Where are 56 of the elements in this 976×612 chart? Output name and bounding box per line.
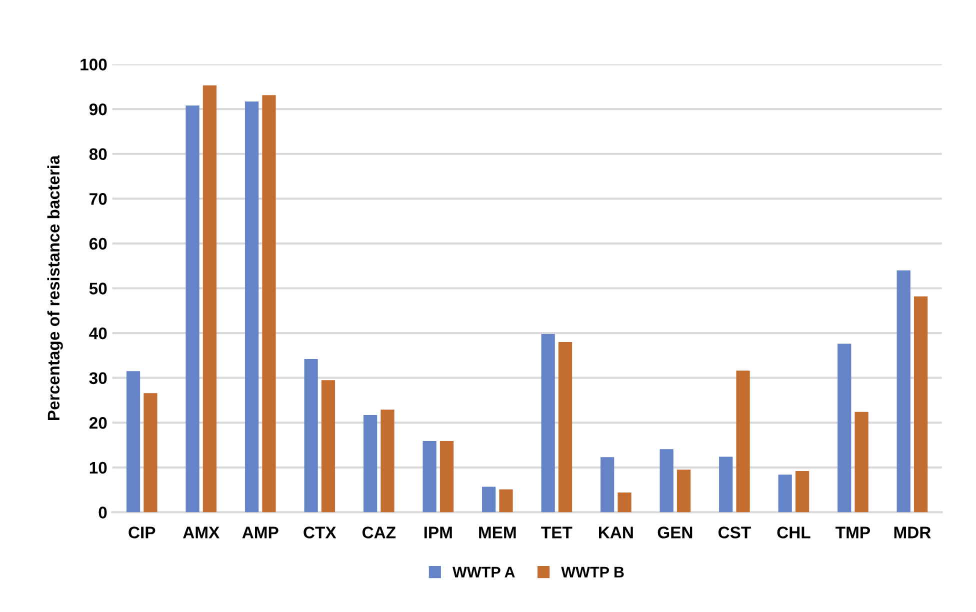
- bar: [795, 471, 810, 512]
- bar: [126, 371, 140, 512]
- bar: [676, 470, 691, 512]
- x-tick-label: TET: [541, 526, 572, 538]
- bar: [244, 101, 259, 512]
- y-tick-label: 100: [80, 58, 107, 70]
- x-tick-label: CHL: [777, 526, 810, 538]
- x-tick-label: AMP: [242, 526, 278, 538]
- bar: [541, 334, 555, 512]
- y-tick-label: 20: [89, 417, 107, 429]
- bar: [304, 359, 318, 512]
- y-tick-label: 90: [89, 103, 107, 116]
- bar: [914, 296, 928, 512]
- x-tick-label: MDR: [894, 526, 931, 538]
- bar: [202, 85, 217, 512]
- bar: [896, 270, 910, 512]
- bar: [600, 457, 614, 512]
- x-tick-label: CTX: [304, 526, 336, 538]
- y-tick-label: 60: [89, 238, 107, 250]
- x-tick-label: CAZ: [362, 526, 396, 538]
- y-tick-label: 80: [89, 148, 107, 160]
- bar: [262, 95, 276, 512]
- bar: [186, 105, 200, 512]
- x-tick-label: IPM: [424, 526, 452, 538]
- y-tick-label: 70: [90, 193, 107, 205]
- x-tick-label: KAN: [598, 526, 633, 538]
- x-tick-label: GEN: [658, 526, 692, 538]
- bar: [422, 441, 436, 512]
- x-tick-label: CIP: [128, 526, 156, 538]
- bar: [838, 344, 852, 512]
- bar: [321, 380, 336, 512]
- bar: [778, 474, 792, 512]
- x-tick-label: AMX: [183, 526, 220, 538]
- bar: [618, 492, 632, 512]
- legend-label: WWTP B: [561, 566, 624, 578]
- bar: [440, 441, 454, 512]
- bar: [660, 449, 674, 512]
- y-tick-label: 30: [89, 372, 107, 384]
- bar: [363, 415, 378, 512]
- x-tick-label: TMP: [836, 526, 870, 538]
- bar: [144, 393, 158, 512]
- bar: [854, 412, 868, 512]
- bar: [380, 410, 394, 512]
- bar: [736, 370, 750, 512]
- legend-label: WWTP A: [452, 566, 515, 578]
- y-tick-label: 10: [90, 462, 107, 474]
- x-tick-label: CST: [718, 526, 751, 538]
- y-axis-title: Percentage of resistance bacteria: [47, 155, 63, 420]
- bar: [499, 489, 513, 512]
- y-tick-label: 40: [89, 327, 107, 340]
- y-tick-label: 0: [98, 506, 107, 518]
- bar: [482, 486, 496, 512]
- bar: [558, 342, 572, 512]
- bar: [719, 456, 733, 512]
- x-tick-label: MEM: [479, 526, 516, 538]
- y-tick-label: 50: [89, 282, 107, 294]
